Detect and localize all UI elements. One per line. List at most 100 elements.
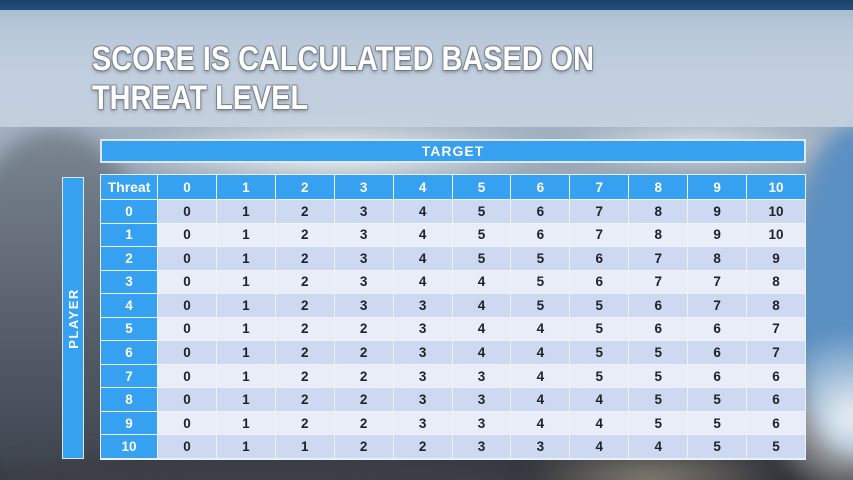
matrix-column-header: 5 bbox=[452, 175, 511, 199]
score-cell: 2 bbox=[334, 411, 393, 435]
score-cell: 5 bbox=[688, 411, 747, 435]
score-cell: 6 bbox=[570, 247, 629, 270]
score-cell: 5 bbox=[511, 247, 570, 270]
score-cell: 2 bbox=[275, 223, 334, 247]
score-cell: 2 bbox=[334, 435, 393, 458]
score-matrix-table: Threat 0 1 2 3 4 5 6 7 8 9 10 0 0 1 2 3 4 5 6 7 8 9 10 1 0 1 2 3 4 5 6 7… bbox=[100, 174, 806, 460]
score-cell: 7 bbox=[747, 341, 805, 364]
score-cell: 1 bbox=[216, 200, 275, 223]
score-cell: 1 bbox=[216, 341, 275, 364]
score-cell: 6 bbox=[747, 411, 805, 435]
score-cell: 6 bbox=[747, 388, 805, 411]
score-cell: 7 bbox=[570, 223, 629, 247]
score-cell: 3 bbox=[393, 364, 452, 388]
matrix-row-header: 6 bbox=[101, 341, 157, 364]
matrix-column-header: 10 bbox=[747, 175, 805, 199]
score-cell: 4 bbox=[452, 294, 511, 317]
score-cell: 1 bbox=[275, 435, 334, 458]
score-cell: 4 bbox=[511, 341, 570, 364]
score-cell: 0 bbox=[158, 388, 216, 411]
score-cell: 3 bbox=[393, 411, 452, 435]
score-cell: 2 bbox=[275, 411, 334, 435]
score-cell: 4 bbox=[511, 364, 570, 388]
score-cell: 6 bbox=[747, 364, 805, 388]
score-cell: 2 bbox=[393, 435, 452, 458]
score-cell: 5 bbox=[629, 388, 688, 411]
score-cell: 6 bbox=[688, 341, 747, 364]
matrix-row-header: 0 bbox=[101, 200, 157, 223]
player-axis-header: PLAYER bbox=[62, 177, 84, 459]
score-cell: 1 bbox=[216, 247, 275, 270]
score-cell: 2 bbox=[334, 364, 393, 388]
score-cell: 7 bbox=[570, 200, 629, 223]
score-cell: 6 bbox=[688, 317, 747, 341]
score-cell: 3 bbox=[334, 270, 393, 294]
matrix-row-header: 3 bbox=[101, 270, 157, 294]
score-cell: 9 bbox=[688, 200, 747, 223]
score-cell: 5 bbox=[511, 270, 570, 294]
score-cell: 4 bbox=[511, 411, 570, 435]
score-cell: 5 bbox=[452, 247, 511, 270]
score-cell: 3 bbox=[452, 388, 511, 411]
score-cell: 6 bbox=[570, 270, 629, 294]
score-cell: 9 bbox=[747, 247, 805, 270]
score-cell: 6 bbox=[511, 223, 570, 247]
score-cell: 6 bbox=[629, 294, 688, 317]
score-cell: 8 bbox=[747, 270, 805, 294]
matrix-column-header: 3 bbox=[334, 175, 393, 199]
matrix-row-header: 7 bbox=[101, 364, 157, 388]
score-cell: 10 bbox=[747, 223, 805, 247]
score-cell: 4 bbox=[452, 317, 511, 341]
score-cell: 5 bbox=[570, 317, 629, 341]
score-cell: 2 bbox=[275, 247, 334, 270]
score-cell: 5 bbox=[570, 341, 629, 364]
score-cell: 6 bbox=[688, 364, 747, 388]
score-cell: 3 bbox=[393, 388, 452, 411]
score-cell: 4 bbox=[393, 223, 452, 247]
score-cell: 5 bbox=[747, 435, 805, 458]
score-cell: 2 bbox=[275, 317, 334, 341]
score-cell: 7 bbox=[629, 247, 688, 270]
score-cell: 4 bbox=[570, 411, 629, 435]
matrix-column-header: 8 bbox=[629, 175, 688, 199]
matrix-row-header: 4 bbox=[101, 294, 157, 317]
score-cell: 0 bbox=[158, 247, 216, 270]
score-cell: 1 bbox=[216, 364, 275, 388]
score-cell: 3 bbox=[393, 317, 452, 341]
score-cell: 8 bbox=[747, 294, 805, 317]
score-cell: 4 bbox=[511, 388, 570, 411]
score-cell: 9 bbox=[688, 223, 747, 247]
score-cell: 2 bbox=[275, 341, 334, 364]
score-cell: 2 bbox=[334, 317, 393, 341]
score-cell: 5 bbox=[629, 364, 688, 388]
score-cell: 4 bbox=[393, 200, 452, 223]
score-cell: 3 bbox=[452, 411, 511, 435]
slide-title: SCORE IS CALCULATED BASED ON THREAT LEVE… bbox=[92, 40, 594, 118]
matrix-row-header: 9 bbox=[101, 411, 157, 435]
slide-title-line-2: THREAT LEVEL bbox=[92, 79, 309, 117]
score-cell: 5 bbox=[629, 341, 688, 364]
score-cell: 4 bbox=[393, 247, 452, 270]
score-cell: 8 bbox=[688, 247, 747, 270]
score-cell: 3 bbox=[334, 294, 393, 317]
score-cell: 3 bbox=[393, 294, 452, 317]
score-cell: 2 bbox=[334, 388, 393, 411]
score-cell: 1 bbox=[216, 317, 275, 341]
score-cell: 5 bbox=[688, 388, 747, 411]
score-cell: 1 bbox=[216, 388, 275, 411]
score-cell: 5 bbox=[452, 223, 511, 247]
score-cell: 3 bbox=[511, 435, 570, 458]
score-cell: 1 bbox=[216, 270, 275, 294]
score-cell: 1 bbox=[216, 411, 275, 435]
score-cell: 7 bbox=[688, 270, 747, 294]
score-cell: 5 bbox=[688, 435, 747, 458]
score-cell: 6 bbox=[511, 200, 570, 223]
score-cell: 2 bbox=[275, 270, 334, 294]
score-cell: 0 bbox=[158, 223, 216, 247]
matrix-row-header: 10 bbox=[101, 435, 157, 458]
matrix-row-header: 2 bbox=[101, 247, 157, 270]
score-cell: 0 bbox=[158, 341, 216, 364]
score-cell: 2 bbox=[275, 294, 334, 317]
score-cell: 0 bbox=[158, 270, 216, 294]
matrix-row-header: 5 bbox=[101, 317, 157, 341]
